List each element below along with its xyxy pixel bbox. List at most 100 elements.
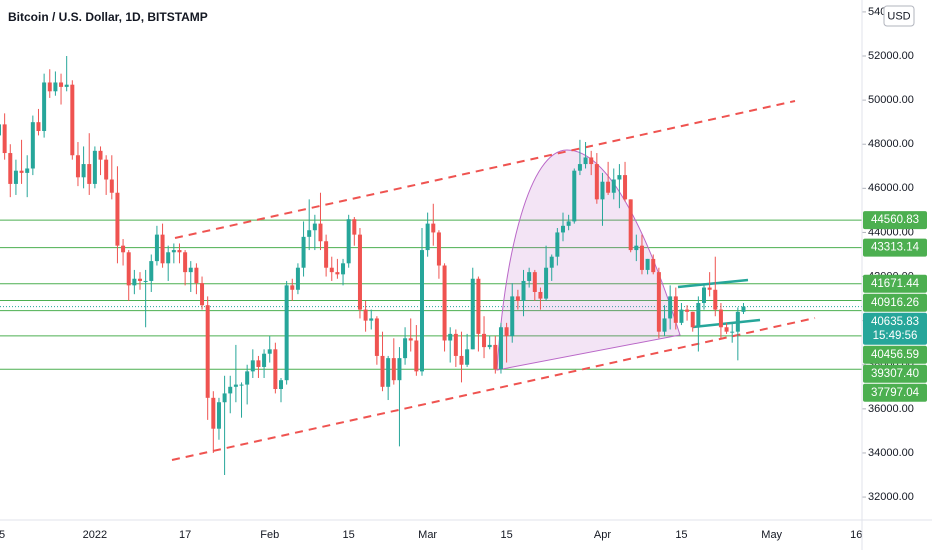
candle-body <box>121 245 126 253</box>
candle-body <box>735 311 740 332</box>
flag-upper <box>677 278 749 289</box>
candle-body <box>403 338 408 359</box>
candle-body <box>53 82 58 92</box>
candle-body <box>81 164 86 178</box>
candle-body <box>408 338 413 341</box>
candle-body <box>617 175 622 180</box>
candle-body <box>154 234 159 262</box>
candle-body <box>239 384 244 386</box>
candle-body <box>188 267 193 273</box>
candle-body <box>532 272 537 292</box>
candle-body <box>222 393 227 403</box>
candle-body <box>160 234 165 264</box>
candle-body <box>233 384 238 387</box>
candle-body <box>656 272 661 332</box>
candle-body <box>448 333 453 341</box>
candle-body <box>115 192 120 246</box>
candle-body <box>279 380 283 390</box>
candle-body <box>352 219 357 235</box>
x-tick-label: Feb <box>260 529 279 541</box>
candle-body <box>628 199 633 251</box>
x-tick-label: Apr <box>594 529 611 541</box>
candle-body <box>453 333 458 356</box>
price-labels: 44560.83 43313.14 41671.44 40916.26 40635.83… <box>863 211 927 402</box>
candle-body <box>36 122 41 131</box>
candle-body <box>245 371 250 385</box>
candle-body <box>205 305 210 398</box>
currency-button[interactable] <box>883 5 915 27</box>
y-tick-label: 34000.00 <box>868 447 914 459</box>
price-label: 40456.59 <box>871 349 919 361</box>
candle-body <box>651 258 656 273</box>
currency-label[interactable]: USD <box>887 10 910 22</box>
x-tick-label: 15 <box>675 529 687 541</box>
candle-body <box>8 153 13 184</box>
candle-body <box>143 280 148 282</box>
price-label: 37797.04 <box>871 387 920 399</box>
price-label-box <box>863 274 927 293</box>
y-tick-label: 50000.00 <box>868 94 914 106</box>
candle-body <box>724 327 729 332</box>
candle-body <box>515 296 520 301</box>
candle-body <box>149 261 154 281</box>
candle-body <box>391 358 396 381</box>
candles <box>0 56 746 476</box>
candle-body <box>42 82 47 131</box>
candle-body <box>228 386 233 394</box>
candle-body <box>730 331 735 333</box>
candle-body <box>487 344 492 348</box>
y-tick-label: 44000.00 <box>868 226 914 238</box>
candle-body <box>295 267 300 290</box>
x-tick-label: May <box>761 529 782 541</box>
candle-body <box>713 289 718 310</box>
candle-body <box>126 252 131 286</box>
y-tick-label: 32000.00 <box>868 491 914 503</box>
candle-body <box>583 157 588 165</box>
y-tick-label: 52000.00 <box>868 50 914 62</box>
candle-body <box>685 309 690 312</box>
candle-body <box>138 278 142 281</box>
candle-body <box>47 82 52 92</box>
x-tick-label: 16 <box>850 529 862 541</box>
candle-body <box>200 283 205 306</box>
candle-body <box>436 232 441 266</box>
price-label-box <box>863 345 927 364</box>
candle-body <box>307 230 312 237</box>
candle-body <box>284 285 289 381</box>
candle-body <box>109 179 114 193</box>
candle-body <box>166 252 171 264</box>
candle-body <box>250 360 255 372</box>
candle-body <box>549 256 554 268</box>
candle-body <box>645 258 650 270</box>
candle-body <box>59 82 64 87</box>
candle-body <box>30 122 35 169</box>
candle-body <box>459 355 464 365</box>
plot-area <box>0 56 862 476</box>
candle-body <box>301 236 306 268</box>
candle-body <box>380 355 385 387</box>
candle-body <box>171 250 176 253</box>
candle-body <box>262 353 267 367</box>
y-tick-label: 36000.00 <box>868 403 914 415</box>
candle-body <box>493 344 498 370</box>
countdown-label: 15:49:56 <box>873 330 918 342</box>
y-tick-label: 46000.00 <box>868 182 914 194</box>
candle-body <box>211 397 216 429</box>
candle-body <box>600 181 605 200</box>
x-tick-label: Mar <box>418 529 437 541</box>
candle-body <box>527 272 532 281</box>
candle-body <box>741 306 746 312</box>
price-label: 44560.83 <box>871 214 919 226</box>
candle-body <box>538 291 543 299</box>
candle-body <box>589 157 594 165</box>
candle-body <box>312 223 317 231</box>
candle-body <box>25 168 30 173</box>
y-tick-label: 48000.00 <box>868 138 914 150</box>
candle-body <box>572 170 577 222</box>
price-label: 39307.40 <box>871 368 919 380</box>
candle-body <box>132 278 137 286</box>
candle-body <box>431 223 436 233</box>
candle-body <box>634 245 639 251</box>
